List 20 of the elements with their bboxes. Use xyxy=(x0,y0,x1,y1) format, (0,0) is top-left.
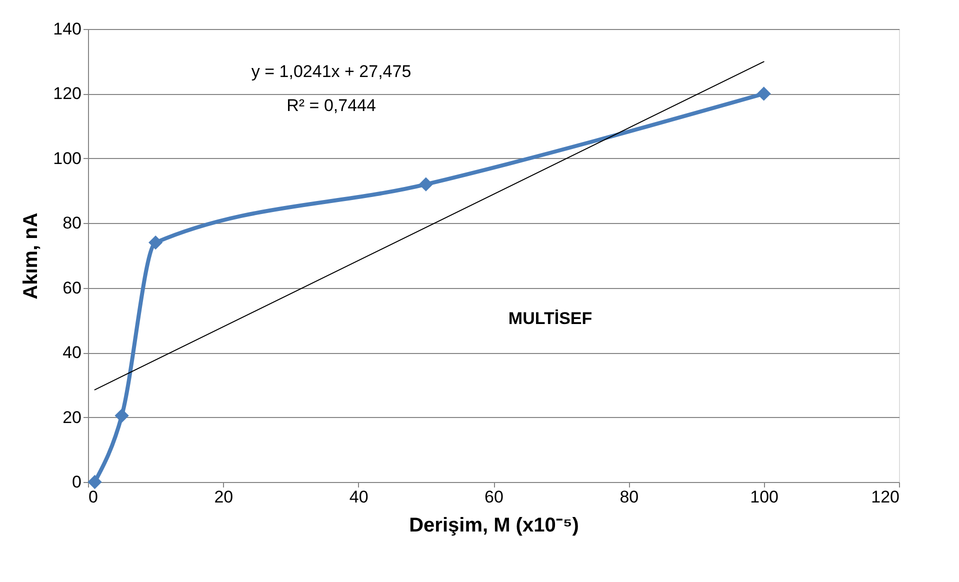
y-tick-label: 100 xyxy=(53,148,82,168)
annotation: R² = 0,7444 xyxy=(286,96,376,116)
x-tick-label: 100 xyxy=(750,488,779,506)
y-tick-label: 120 xyxy=(53,84,82,104)
x-tick-label: 40 xyxy=(349,488,368,506)
x-axis-title: Derişim, M (x10⁻⁵) xyxy=(409,514,579,536)
x-tick-label: 0 xyxy=(88,488,98,506)
y-tick-label: 0 xyxy=(72,472,82,492)
x-tick-label: 20 xyxy=(214,488,234,506)
y-tick-label: 80 xyxy=(62,214,82,233)
x-tick-label: 80 xyxy=(620,488,639,506)
y-tick-label: 40 xyxy=(62,343,82,362)
y-tick-label: 20 xyxy=(62,408,82,427)
y-axis-title: Akım, nA xyxy=(20,212,42,300)
x-tick-label: 60 xyxy=(484,488,504,506)
y-tick-label: 140 xyxy=(53,20,82,38)
x-tick-label: 120 xyxy=(871,488,900,506)
annotation: MULTİSEF xyxy=(508,308,592,328)
annotation: y = 1,0241x + 27,475 xyxy=(251,62,412,82)
y-tick-label: 60 xyxy=(62,278,82,298)
